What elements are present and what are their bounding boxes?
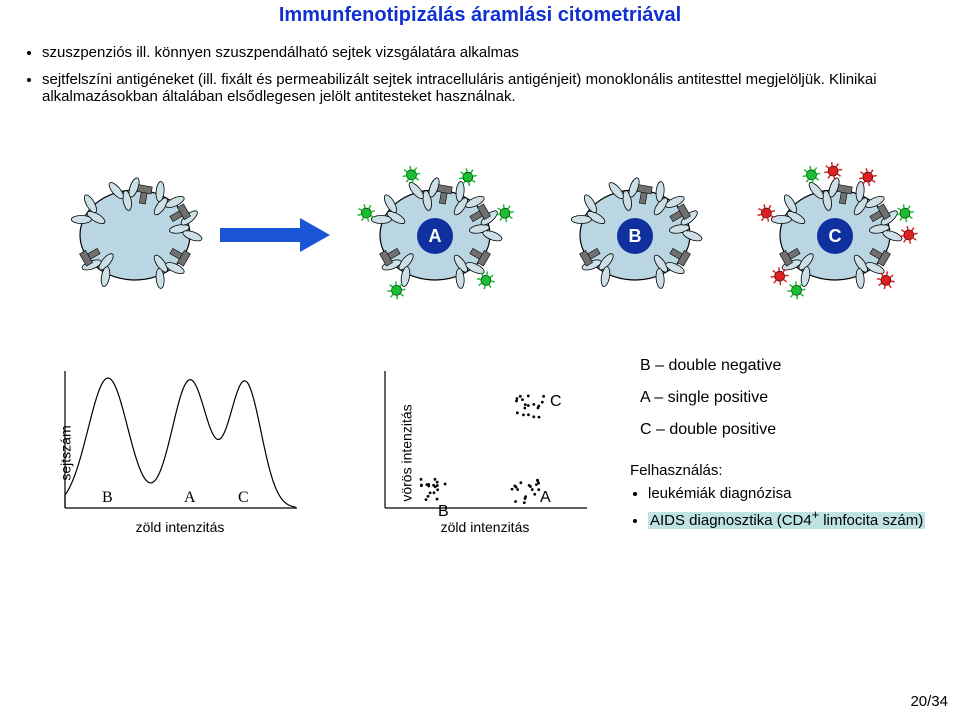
hist-peak-c: C bbox=[238, 489, 249, 507]
bullet-1: szuszpenziós ill. könnyen szuszpendálhat… bbox=[42, 44, 918, 61]
histogram-svg bbox=[60, 371, 300, 511]
histogram-plot: sejtszám B A C zöld intenzitás bbox=[60, 371, 300, 535]
bullet-2: sejtfelszíni antigéneket (ill. fixált és… bbox=[42, 71, 918, 105]
usage-item-1: leukémiák diagnózisa bbox=[648, 485, 930, 502]
cell-diagram: A B C bbox=[0, 120, 960, 340]
population-legend: B – double negative A – single positive … bbox=[630, 350, 930, 446]
page-number: 20/34 bbox=[910, 693, 948, 710]
legend-row-c: C – double positive bbox=[640, 414, 930, 446]
legend-and-usage: B – double negative A – single positive … bbox=[630, 350, 930, 535]
scatter-xlabel: zöld intenzitás bbox=[380, 519, 590, 535]
usage-item-2: AIDS diagnosztika (CD4+ limfocita szám) bbox=[648, 508, 930, 529]
plots-row: sejtszám B A C zöld intenzitás vörös int… bbox=[0, 340, 960, 535]
scatter-lab-b: B bbox=[438, 503, 449, 521]
legend-row-a: A – single positive bbox=[640, 382, 930, 414]
hist-ylabel: sejtszám bbox=[58, 425, 74, 480]
hist-peak-b: B bbox=[102, 489, 113, 507]
cell-label-a: A bbox=[417, 218, 453, 254]
usage-heading: Felhasználás: bbox=[630, 462, 930, 479]
legend-row-b: B – double negative bbox=[640, 350, 930, 382]
usage-block: Felhasználás: leukémiák diagnózisa AIDS … bbox=[630, 462, 930, 529]
scatter-ylabel: vörös intenzitás bbox=[399, 404, 415, 501]
bullet-list: szuszpenziós ill. könnyen szuszpendálhat… bbox=[0, 42, 960, 105]
scatter-lab-a: A bbox=[540, 489, 551, 507]
page-title: Immunfenotipizálás áramlási citometriáva… bbox=[0, 0, 960, 27]
cell-label-b: B bbox=[617, 218, 653, 254]
hist-xlabel: zöld intenzitás bbox=[60, 519, 300, 535]
scatter-lab-c: C bbox=[550, 393, 562, 411]
scatter-plot: vörös intenzitás B A C zöld intenzitás bbox=[380, 371, 590, 535]
hist-peak-a: A bbox=[184, 489, 196, 507]
cell-label-c: C bbox=[817, 218, 853, 254]
